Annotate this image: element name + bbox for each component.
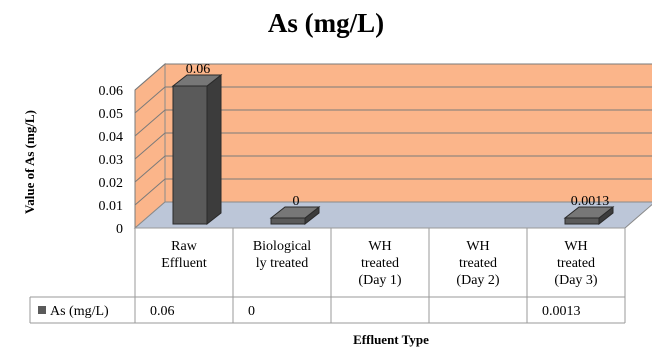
category-label: treated <box>557 256 595 271</box>
y-tick-label: 0.05 <box>99 107 124 122</box>
bar-side <box>206 73 222 226</box>
table-value: 0.06 <box>150 304 175 319</box>
y-tick-label: 0.02 <box>99 176 124 191</box>
chart-title: As (mg/L) <box>267 8 385 38</box>
category-label: WH <box>466 239 489 254</box>
category-label: WH <box>564 239 587 254</box>
bar-top <box>563 206 615 219</box>
y-tick-label: 0.04 <box>99 130 124 145</box>
table-value: 0 <box>248 304 255 319</box>
grid-line <box>134 109 652 137</box>
y-tick-label: 0.06 <box>99 84 124 99</box>
bar-front <box>564 217 600 225</box>
bar-top <box>269 206 321 219</box>
grid-line <box>134 86 652 114</box>
category-label: WH <box>368 239 391 254</box>
category-label: Effluent <box>161 256 207 271</box>
category-label: (Day 1) <box>358 273 401 288</box>
category-label: Biological <box>253 239 311 254</box>
grid-line <box>134 63 652 91</box>
grid-line <box>134 132 652 160</box>
y-tick-label: 0.03 <box>99 153 124 168</box>
y-tick-label: 0.01 <box>99 199 124 214</box>
data-label: 0.06 <box>186 62 211 77</box>
category-label: (Day 2) <box>456 273 499 288</box>
data-label: 0 <box>293 194 300 209</box>
category-label: ly treated <box>256 256 308 271</box>
bar-front <box>270 217 306 225</box>
grid-line <box>134 178 652 206</box>
bar-top <box>171 74 223 87</box>
category-label: treated <box>459 256 497 271</box>
legend-swatch <box>38 306 46 314</box>
category-label: treated <box>361 256 399 271</box>
grid-line <box>134 155 652 183</box>
category-label: Raw <box>171 239 198 254</box>
bar-front <box>172 85 208 225</box>
data-label: 0.0013 <box>571 194 610 209</box>
x-axis-label: Effluent Type <box>353 332 429 347</box>
y-tick-label: 0 <box>116 222 123 237</box>
category-label: (Day 3) <box>554 273 597 288</box>
table-value: 0.0013 <box>542 304 581 319</box>
legend-series-name: As (mg/L) <box>50 304 109 319</box>
